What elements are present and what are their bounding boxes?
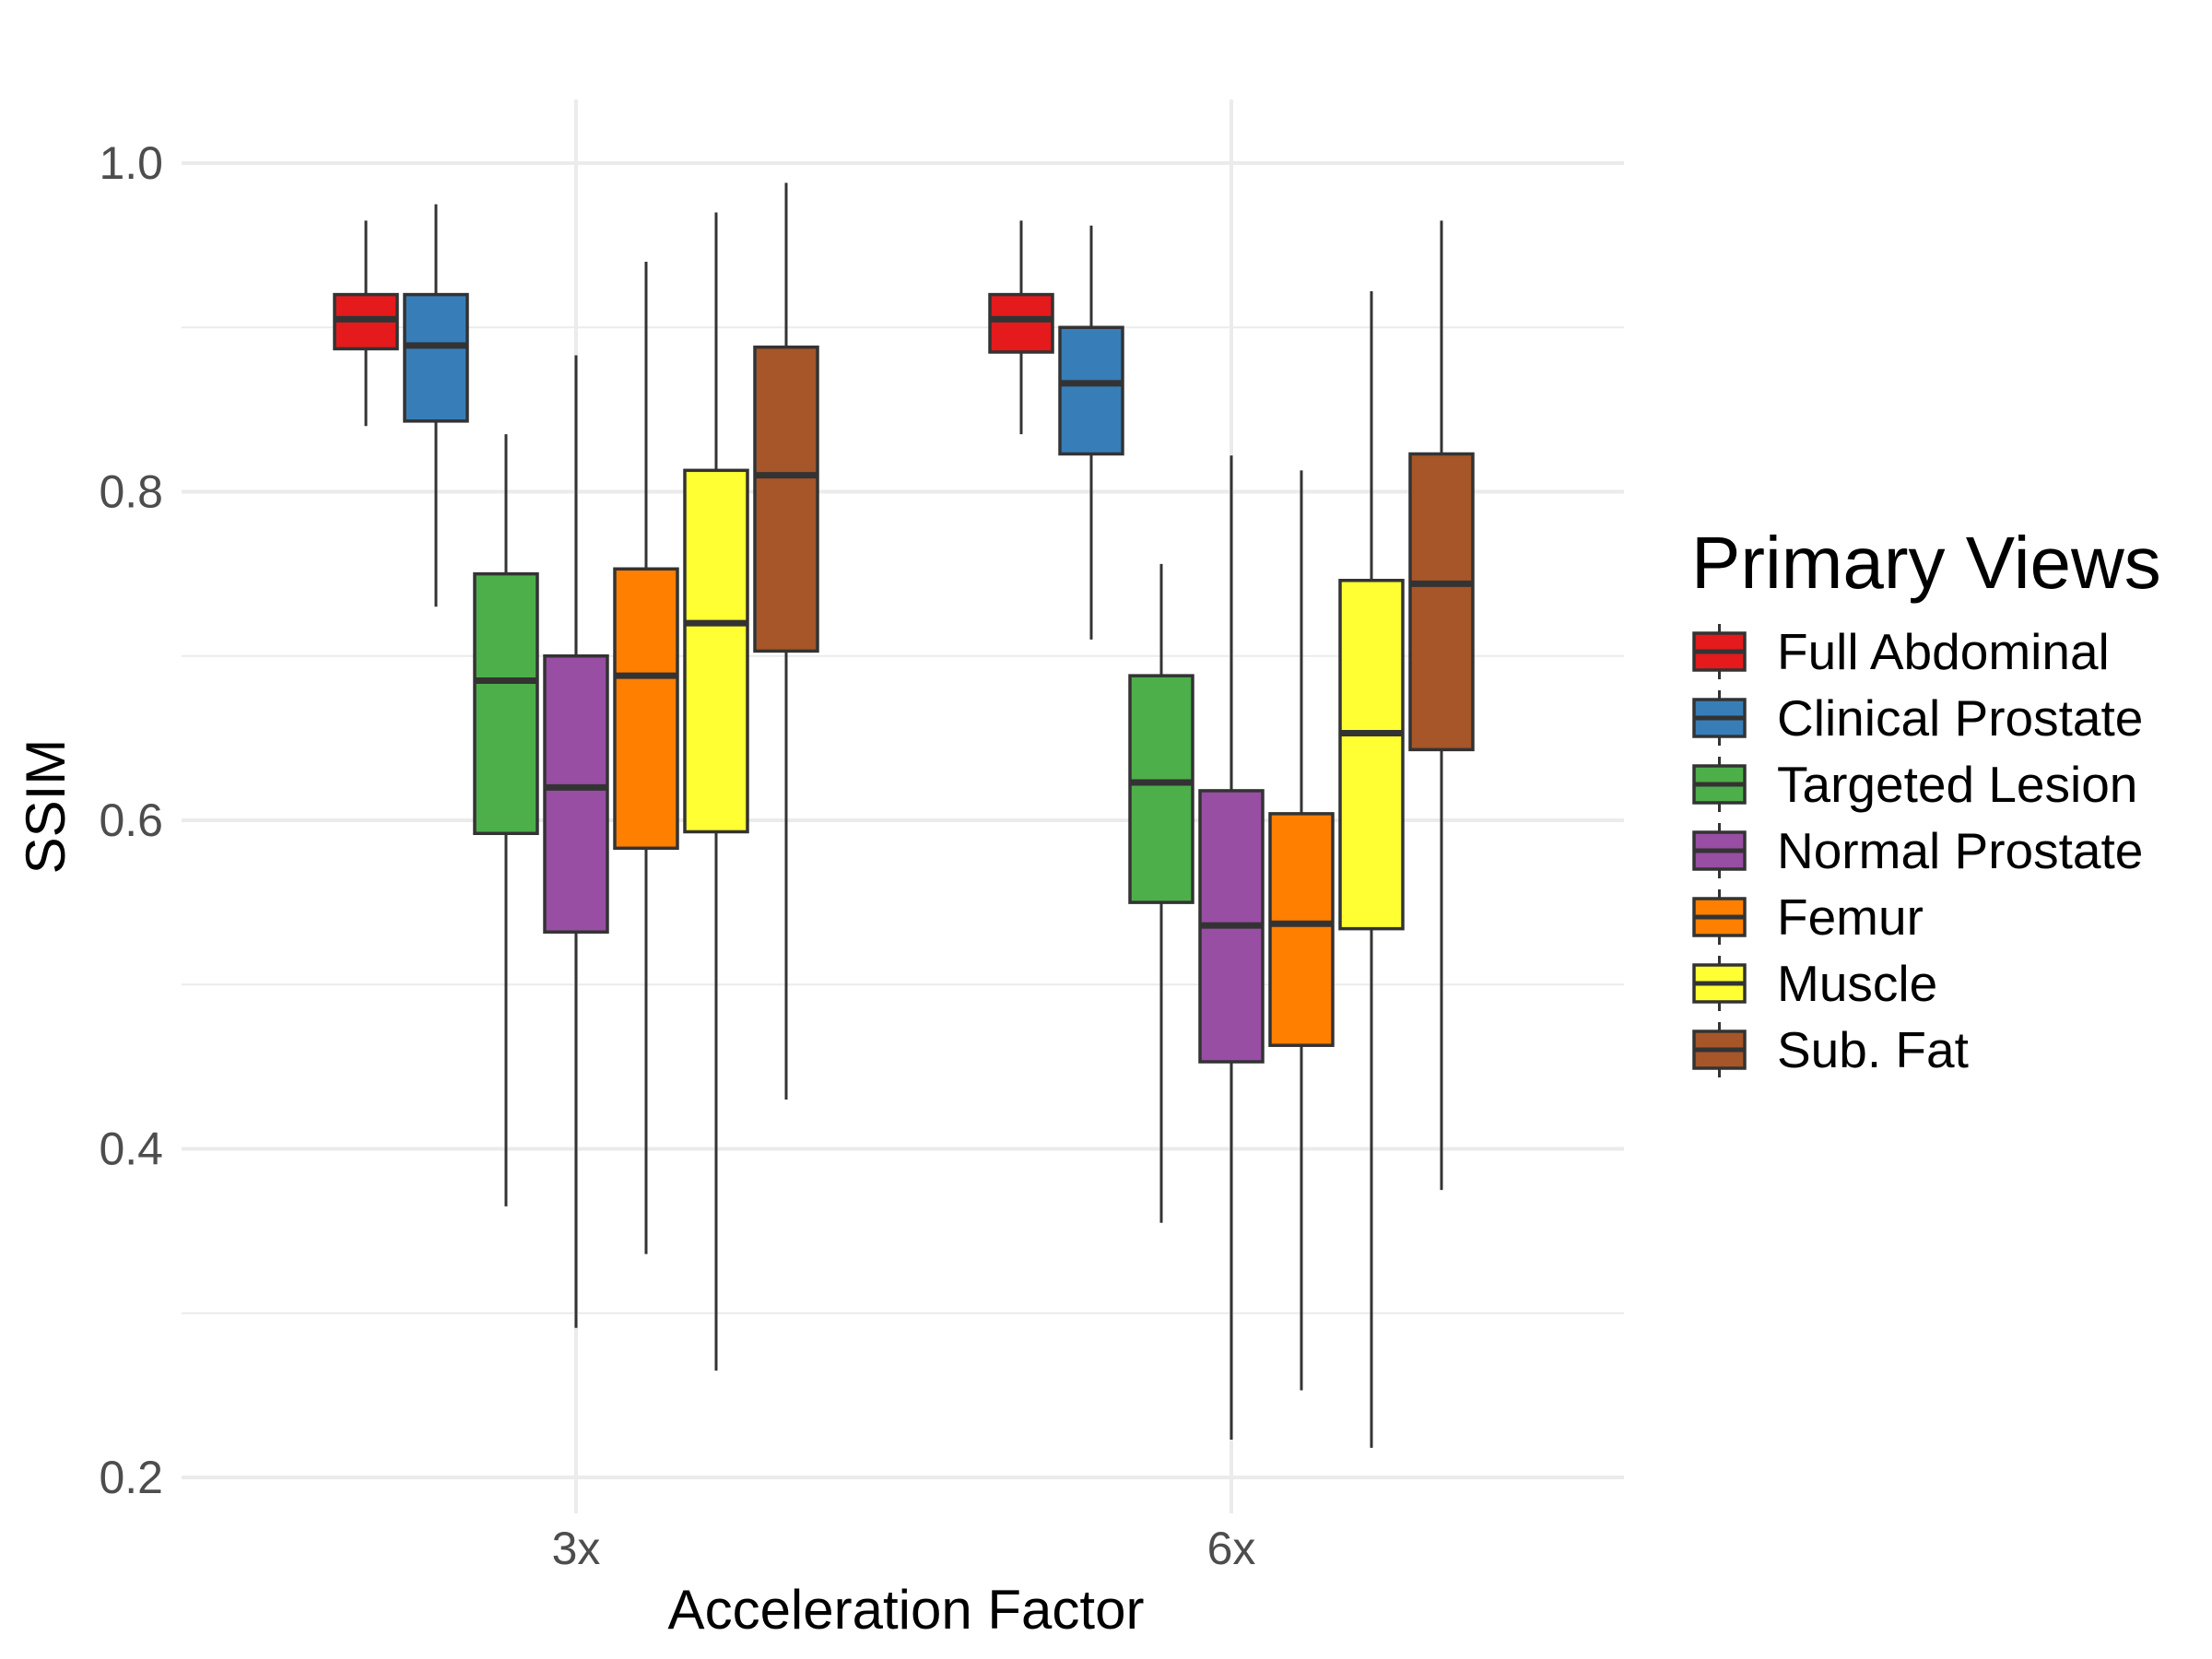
box-normal-prostate-3x	[543, 355, 609, 1328]
box	[473, 571, 539, 836]
box-full-abdominal-3x	[333, 220, 399, 427]
box-full-abdominal-6x	[988, 220, 1054, 435]
legend-label: Normal Prostate	[1777, 822, 2143, 879]
y-tick-label: 0.4	[99, 1124, 163, 1175]
x-axis-title: Acceleration Factor	[668, 1579, 1145, 1641]
legend-item-muscle: Muscle	[1692, 955, 1937, 1012]
legend: Primary Views Full Abdominal Clinical Pro…	[1691, 522, 2161, 1078]
legend-item-femur: Femur	[1692, 888, 1924, 946]
box-targeted-lesion-6x	[1128, 563, 1194, 1223]
legend-item-normal-prostate: Normal Prostate	[1692, 822, 2143, 879]
x-tick-label: 3x	[552, 1523, 601, 1574]
box-femur-6x	[1268, 470, 1335, 1391]
y-axis-ticks: 0.2 0.4 0.6 0.8 1.0	[99, 137, 163, 1503]
box	[1268, 812, 1335, 1047]
y-tick-label: 1.0	[99, 137, 163, 189]
box-clinical-prostate-6x	[1058, 225, 1124, 640]
x-tick-label: 6x	[1207, 1523, 1256, 1574]
legend-item-clinical-prostate: Clinical Prostate	[1692, 689, 2143, 747]
legend-label: Full Abdominal	[1777, 623, 2110, 680]
y-axis-title: SSIM	[15, 739, 76, 875]
box-sub-fat-6x	[1408, 220, 1475, 1191]
box-normal-prostate-6x	[1198, 455, 1265, 1441]
box	[543, 654, 609, 934]
box-plots	[333, 182, 1475, 1448]
legend-label: Femur	[1777, 888, 1924, 946]
box-targeted-lesion-3x	[473, 434, 539, 1206]
legend-item-targeted-lesion: Targeted Lesion	[1692, 756, 2137, 813]
box-clinical-prostate-3x	[403, 204, 469, 607]
box	[753, 345, 819, 653]
box-sub-fat-3x	[753, 182, 819, 1100]
box	[1128, 674, 1194, 904]
y-tick-label: 0.8	[99, 466, 163, 518]
box	[403, 292, 469, 423]
legend-item-full-abdominal: Full Abdominal	[1692, 623, 2110, 680]
box	[613, 567, 679, 851]
box	[1338, 579, 1405, 931]
box-femur-3x	[613, 261, 679, 1254]
legend-label: Sub. Fat	[1777, 1021, 1969, 1078]
legend-title: Primary Views	[1691, 522, 2161, 604]
x-axis-ticks: 3x 6x	[552, 1523, 1256, 1574]
box	[1408, 452, 1475, 752]
legend-label: Muscle	[1777, 955, 1937, 1012]
y-tick-label: 0.6	[99, 794, 163, 846]
legend-item-sub-fat: Sub. Fat	[1692, 1021, 1969, 1078]
box-muscle-3x	[683, 212, 749, 1371]
y-tick-label: 0.2	[99, 1452, 163, 1503]
box	[988, 292, 1054, 354]
legend-label: Targeted Lesion	[1777, 756, 2137, 813]
box	[1058, 325, 1124, 456]
legend-items: Full Abdominal Clinical Prostate Targeted …	[1692, 623, 2143, 1078]
box	[683, 468, 749, 834]
box-muscle-6x	[1338, 291, 1405, 1448]
legend-label: Clinical Prostate	[1777, 689, 2143, 747]
